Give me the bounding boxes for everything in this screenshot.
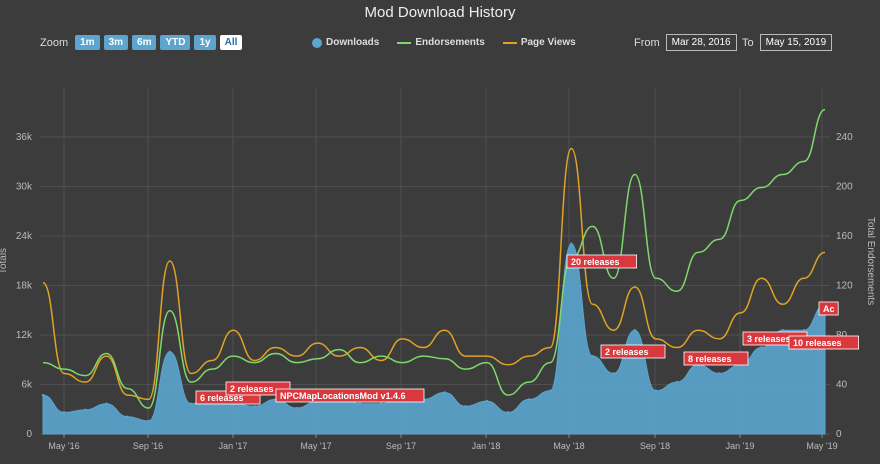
page-views-line xyxy=(42,147,826,401)
downloads-point xyxy=(443,391,446,394)
chart-legend: Downloads Endorsements Page Views xyxy=(312,37,576,48)
downloads-point xyxy=(802,329,806,332)
legend-endorsements-label: Endorsements xyxy=(415,37,485,48)
x-tick-label: Sep '16 xyxy=(133,441,163,451)
downloads-point xyxy=(612,372,615,375)
y-tick-label-left: 6k xyxy=(21,380,33,391)
release-flag xyxy=(600,344,666,359)
downloads-point xyxy=(549,389,552,392)
release-flag-label: NPCMapLocationsMod v1.4.6 xyxy=(280,391,406,401)
downloads-point xyxy=(126,415,129,418)
downloads-point xyxy=(781,329,784,332)
legend-downloads[interactable]: Downloads xyxy=(312,37,379,48)
downloads-point xyxy=(41,393,45,397)
x-tick-label: Sep '17 xyxy=(386,441,416,451)
range-from-label: From xyxy=(634,36,660,49)
y-tick-label-right: 40 xyxy=(836,380,848,391)
x-tick-label: Jan '17 xyxy=(219,441,248,451)
downloads-point xyxy=(633,329,636,332)
legend-endorsements[interactable]: Endorsements xyxy=(397,37,485,48)
release-flag xyxy=(275,388,425,403)
downloads-point xyxy=(718,372,721,375)
x-tick-label: Jan '19 xyxy=(726,441,755,451)
release-flag xyxy=(566,254,637,269)
y-tick-label-left: 36k xyxy=(16,132,33,143)
release-flag-label: 8 releases xyxy=(688,354,732,364)
legend-downloads-label: Downloads xyxy=(326,37,380,48)
x-tick-label: May '16 xyxy=(48,441,79,451)
release-flag xyxy=(225,381,291,396)
x-tick-label: May '17 xyxy=(300,441,331,451)
downloads-point xyxy=(485,399,489,403)
x-tick-label: Sep '18 xyxy=(640,441,670,451)
y-tick-label-right: 80 xyxy=(836,330,848,341)
zoom-all-button[interactable]: All xyxy=(219,35,243,50)
endorsements-line xyxy=(42,108,826,409)
downloads-point xyxy=(527,398,531,401)
downloads-point xyxy=(654,389,658,392)
y-tick-label-right: 200 xyxy=(836,182,853,193)
y-tick-label-left: 24k xyxy=(16,231,33,242)
downloads-point xyxy=(253,405,256,408)
release-flag xyxy=(818,301,839,316)
endorsements-swatch-icon xyxy=(397,41,412,44)
zoom-controls: Zoom 1m 3m 6m YTD 1y All xyxy=(40,35,243,50)
downloads-point xyxy=(506,411,510,414)
zoom-label: Zoom xyxy=(40,36,69,49)
range-from-input[interactable]: Mar 28, 2016 xyxy=(665,34,737,51)
x-tick-label: Jan '18 xyxy=(472,441,501,451)
downloads-point xyxy=(760,346,763,349)
zoom-6m-button[interactable]: 6m xyxy=(132,35,157,50)
y-axis-title-right: Total Endorsements xyxy=(865,217,876,305)
legend-page-views-label: Page Views xyxy=(520,37,576,48)
legend-page-views[interactable]: Page Views xyxy=(502,37,576,48)
downloads-point xyxy=(105,402,108,405)
downloads-point xyxy=(379,402,383,405)
downloads-point xyxy=(570,242,573,245)
zoom-3m-button[interactable]: 3m xyxy=(103,35,129,50)
release-flag-label: 10 releases xyxy=(793,338,842,348)
range-to: To May 15, 2019 xyxy=(742,34,833,51)
downloads-point xyxy=(147,419,150,423)
y-tick-label-right: 160 xyxy=(836,231,853,242)
y-tick-label-right: 240 xyxy=(836,132,853,143)
chart-title: Mod Download History xyxy=(364,4,516,21)
downloads-point xyxy=(84,408,87,411)
zoom-ytd-button[interactable]: YTD xyxy=(160,35,191,50)
downloads-swatch-icon xyxy=(312,37,322,48)
y-tick-label-left: 12k xyxy=(16,330,33,341)
downloads-point xyxy=(62,411,66,414)
release-flag-label: 2 releases xyxy=(230,384,274,394)
downloads-point xyxy=(591,354,594,358)
zoom-1m-button[interactable]: 1m xyxy=(75,35,100,50)
release-flag xyxy=(788,335,859,350)
downloads-point xyxy=(358,402,362,405)
x-tick-label: May '18 xyxy=(553,441,584,451)
release-flag-label: 6 releases xyxy=(200,393,244,403)
y-tick-label-left: 18k xyxy=(16,281,33,292)
page-views-swatch-icon xyxy=(502,41,517,44)
y-axis-title-left: Totals xyxy=(0,248,9,274)
range-to-input[interactable]: May 15, 2019 xyxy=(759,34,833,51)
downloads-point xyxy=(464,405,467,408)
downloads-point xyxy=(168,350,172,354)
release-flag-label: 2 releases xyxy=(605,347,649,357)
range-to-label: To xyxy=(742,36,754,49)
zoom-1y-button[interactable]: 1y xyxy=(194,35,216,50)
x-tick-label: May '19 xyxy=(806,441,837,451)
range-from: From Mar 28, 2016 xyxy=(634,34,737,51)
release-flag xyxy=(683,351,749,366)
y-tick-label-left: 0 xyxy=(26,429,32,440)
downloads-point xyxy=(189,402,193,405)
release-flag-label: Ac xyxy=(823,304,835,314)
y-tick-label-right: 120 xyxy=(836,281,853,292)
downloads-point xyxy=(295,406,298,410)
downloads-point xyxy=(675,380,679,384)
y-tick-label-left: 30k xyxy=(16,182,33,193)
y-tick-label-right: 0 xyxy=(836,429,842,440)
release-flag-label: 3 releases xyxy=(747,334,791,344)
release-flag-label: 20 releases xyxy=(571,257,620,267)
